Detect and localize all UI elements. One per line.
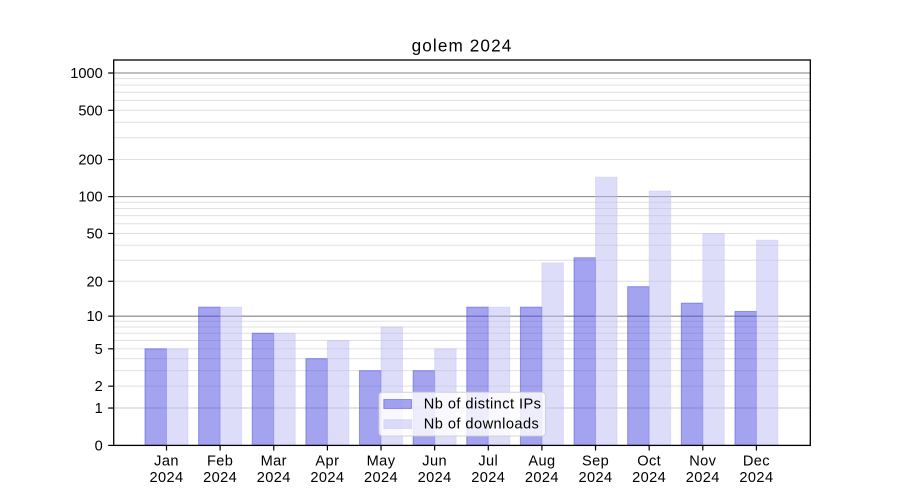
svg-text:2024: 2024 <box>471 470 505 486</box>
svg-text:Oct: Oct <box>637 454 661 470</box>
svg-text:Nov: Nov <box>689 454 716 470</box>
svg-text:500: 500 <box>78 103 102 119</box>
svg-text:2024: 2024 <box>418 470 452 486</box>
svg-text:2024: 2024 <box>686 470 720 486</box>
svg-text:2024: 2024 <box>525 470 559 486</box>
svg-text:5: 5 <box>95 342 103 358</box>
svg-text:2024: 2024 <box>310 470 344 486</box>
svg-text:Jun: Jun <box>422 454 447 470</box>
svg-text:2024: 2024 <box>149 470 183 486</box>
svg-text:Feb: Feb <box>207 454 233 470</box>
svg-text:Jan: Jan <box>154 454 179 470</box>
svg-text:2024: 2024 <box>739 470 773 486</box>
svg-text:Aug: Aug <box>528 454 555 470</box>
svg-text:2024: 2024 <box>364 470 398 486</box>
svg-text:Nb of distinct IPs: Nb of distinct IPs <box>424 397 542 413</box>
svg-text:0: 0 <box>95 438 103 454</box>
svg-text:Mar: Mar <box>261 454 287 470</box>
svg-text:50: 50 <box>86 226 102 242</box>
svg-text:20: 20 <box>86 274 102 290</box>
svg-text:Sep: Sep <box>582 454 609 470</box>
svg-text:Nb of downloads: Nb of downloads <box>424 417 539 433</box>
svg-text:10: 10 <box>86 309 102 325</box>
svg-text:Dec: Dec <box>743 454 770 470</box>
svg-text:2024: 2024 <box>632 470 666 486</box>
svg-text:Jul: Jul <box>478 454 498 470</box>
svg-text:1000: 1000 <box>70 66 102 82</box>
svg-text:Apr: Apr <box>315 454 339 470</box>
svg-text:golem 2024: golem 2024 <box>412 35 513 55</box>
svg-text:May: May <box>367 454 396 470</box>
svg-text:200: 200 <box>78 153 102 169</box>
svg-text:2024: 2024 <box>579 470 613 486</box>
svg-text:1: 1 <box>95 401 103 417</box>
svg-text:2: 2 <box>95 379 103 395</box>
svg-text:2024: 2024 <box>257 470 291 486</box>
svg-text:2024: 2024 <box>203 470 237 486</box>
svg-text:100: 100 <box>78 190 102 206</box>
